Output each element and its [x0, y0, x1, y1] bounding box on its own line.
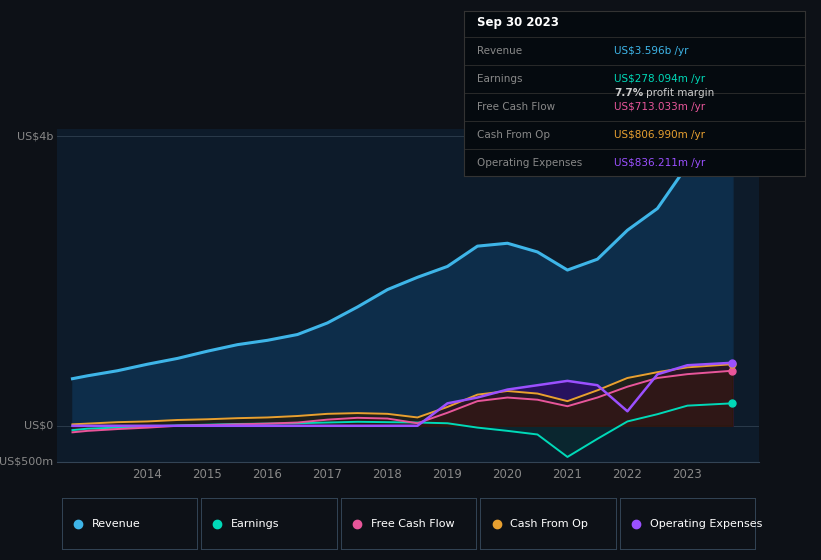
Text: US$3.596b /yr: US$3.596b /yr	[614, 46, 688, 56]
Text: -US$500m: -US$500m	[0, 457, 53, 467]
Text: US$836.211m /yr: US$836.211m /yr	[614, 158, 705, 168]
Text: Free Cash Flow: Free Cash Flow	[478, 102, 556, 112]
Text: US$4b: US$4b	[17, 131, 53, 141]
Text: Earnings: Earnings	[478, 74, 523, 84]
Text: Revenue: Revenue	[478, 46, 523, 56]
Text: profit margin: profit margin	[646, 88, 714, 98]
Text: Operating Expenses: Operating Expenses	[478, 158, 583, 168]
Text: Operating Expenses: Operating Expenses	[649, 519, 762, 529]
Text: US$0: US$0	[24, 421, 53, 431]
Text: Cash From Op: Cash From Op	[510, 519, 588, 529]
Text: US$806.990m /yr: US$806.990m /yr	[614, 130, 704, 140]
Text: Revenue: Revenue	[91, 519, 140, 529]
Text: Sep 30 2023: Sep 30 2023	[478, 16, 559, 29]
Text: Cash From Op: Cash From Op	[478, 130, 551, 140]
Text: US$713.033m /yr: US$713.033m /yr	[614, 102, 705, 112]
Text: 7.7%: 7.7%	[614, 88, 643, 98]
Text: Free Cash Flow: Free Cash Flow	[370, 519, 454, 529]
Text: US$278.094m /yr: US$278.094m /yr	[614, 74, 705, 84]
Text: Earnings: Earnings	[231, 519, 279, 529]
